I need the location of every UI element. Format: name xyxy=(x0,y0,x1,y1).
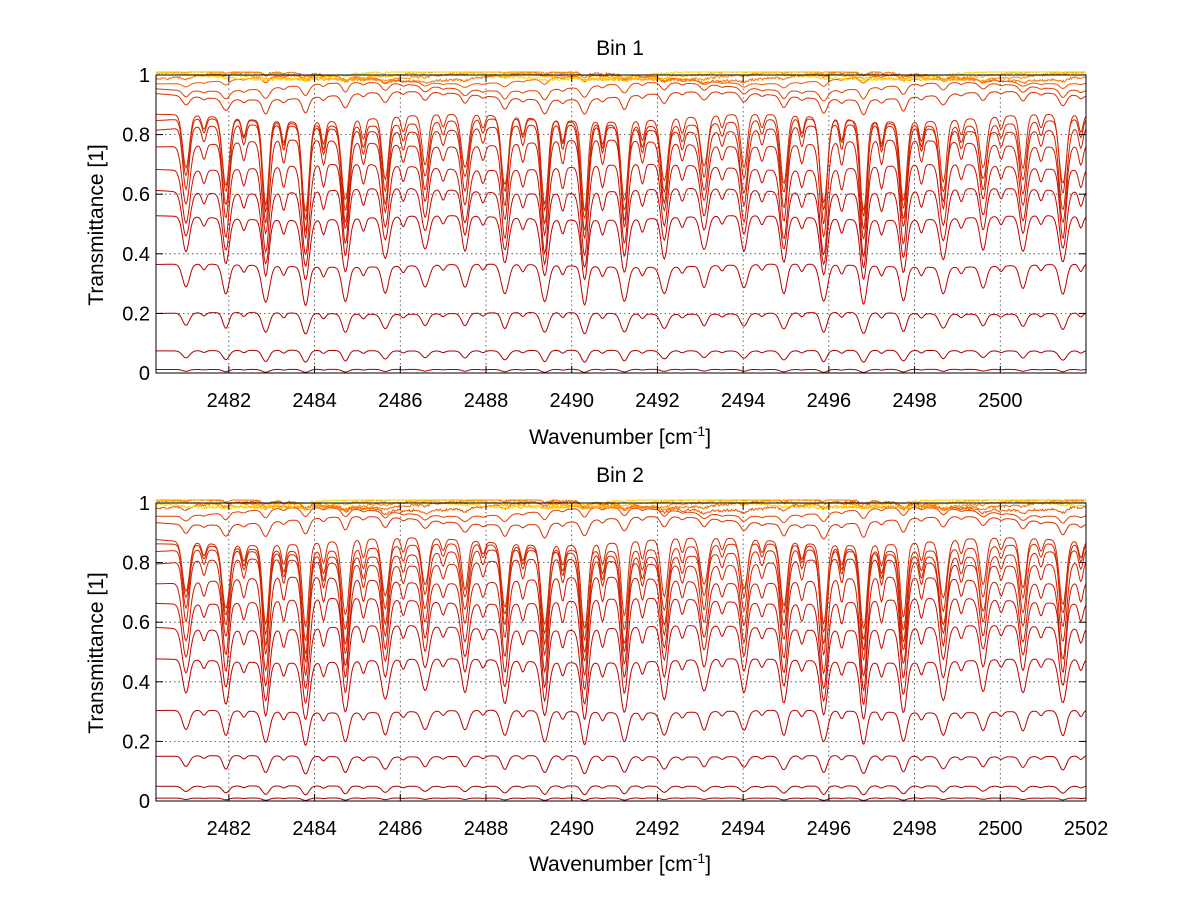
y-tick-label: 0 xyxy=(139,791,150,813)
x-tick-label: 2482 xyxy=(207,390,252,412)
y-axis: 0 0.2 0.4 0.6 0.8 1 xyxy=(122,493,1086,813)
chart-bin-1: Bin 1 2482 2484 2486 2488 2490 2492 2494 2496 24… xyxy=(85,37,1087,449)
x-tick-label: 2488 xyxy=(464,390,509,412)
x-tick-label: 2490 xyxy=(549,390,594,412)
y-tick-label: 0.4 xyxy=(122,672,150,694)
series-line xyxy=(156,537,1087,630)
x-axis: 2482 2484 2486 2488 2490 2492 2494 2496 2498 2500… xyxy=(207,503,1109,840)
x-tick-label: 2496 xyxy=(807,390,852,412)
series-line xyxy=(156,188,1087,270)
y-tick-label: 0.8 xyxy=(122,125,150,147)
series-line xyxy=(156,349,1087,363)
series-line xyxy=(155,576,1087,677)
plot-lines xyxy=(155,498,1087,802)
series-line xyxy=(156,785,1087,796)
series-line xyxy=(156,755,1087,775)
y-tick-label: 1 xyxy=(139,65,150,87)
y-tick-label: 1 xyxy=(139,493,150,515)
x-tick-label: 2500 xyxy=(978,818,1023,840)
x-tick-label: 2492 xyxy=(635,390,680,412)
x-tick-label: 2496 xyxy=(807,818,852,840)
chart-bin-2: Bin 2 2482 2484 2486 2488 2490 2492 2494 2496 24… xyxy=(85,464,1108,876)
x-tick-label: 2488 xyxy=(464,818,509,840)
x-tick-label: 2500 xyxy=(978,390,1023,412)
y-tick-label: 0 xyxy=(139,363,150,385)
plot-area-frame xyxy=(155,502,1087,802)
x-axis-label: Wavenumber [cm-1] xyxy=(529,850,711,876)
series-line xyxy=(155,516,1087,540)
x-tick-label: 2486 xyxy=(378,390,423,412)
x-tick-label: 2482 xyxy=(207,818,252,840)
series-line xyxy=(156,113,1087,213)
x-tick-label: 2490 xyxy=(549,818,594,840)
y-tick-label: 0.6 xyxy=(122,612,150,634)
y-axis: 0 0.2 0.4 0.6 0.8 1 xyxy=(122,65,1086,385)
series-line xyxy=(155,82,1087,102)
x-axis-label: Wavenumber [cm-1] xyxy=(529,423,711,449)
plot-area-frame xyxy=(155,74,1087,374)
series-line xyxy=(155,625,1087,706)
y-tick-label: 0.8 xyxy=(122,553,150,575)
y-tick-label: 0.2 xyxy=(122,303,150,325)
series-line xyxy=(155,71,1087,83)
series-line xyxy=(156,797,1086,801)
series-line xyxy=(156,311,1087,335)
x-tick-label: 2492 xyxy=(635,818,680,840)
x-tick-label: 2494 xyxy=(721,390,766,412)
x-tick-label: 2494 xyxy=(721,818,766,840)
y-tick-label: 0.2 xyxy=(122,731,150,753)
series-line xyxy=(156,543,1087,642)
x-tick-label: 2484 xyxy=(292,818,337,840)
series-line xyxy=(156,215,1087,281)
y-tick-label: 0.6 xyxy=(122,184,150,206)
x-tick-label: 2498 xyxy=(892,818,937,840)
x-axis: 2482 2484 2486 2488 2490 2492 2494 2496 2498 2500 xyxy=(207,75,1023,412)
series-line xyxy=(156,658,1087,721)
x-tick-label: 2502 xyxy=(1064,818,1109,840)
chart-title: Bin 2 xyxy=(596,464,644,487)
y-axis-label: Transmittance [1] xyxy=(85,144,108,305)
series-line xyxy=(156,709,1087,746)
series-line xyxy=(155,499,1087,511)
series-line xyxy=(156,263,1087,307)
series-line xyxy=(155,163,1087,259)
y-tick-label: 0.4 xyxy=(122,244,150,266)
series-line xyxy=(155,91,1087,116)
series-line xyxy=(155,597,1087,693)
series-line xyxy=(156,368,1087,373)
x-tick-label: 2486 xyxy=(378,818,423,840)
chart-title: Bin 1 xyxy=(596,37,644,60)
y-axis-label: Transmittance [1] xyxy=(85,572,108,733)
x-tick-label: 2498 xyxy=(892,390,937,412)
series-line xyxy=(155,499,1087,511)
x-tick-label: 2484 xyxy=(292,390,337,412)
